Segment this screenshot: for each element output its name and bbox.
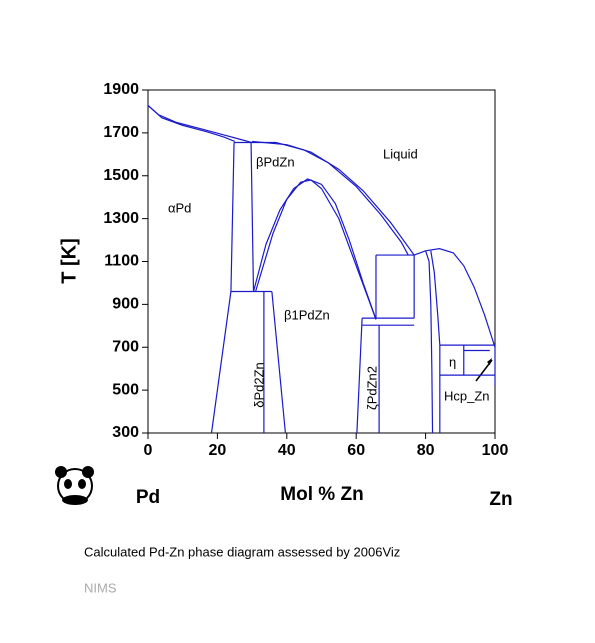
phase-boundary <box>230 142 235 292</box>
y-tick-label: 1300 <box>103 210 139 227</box>
arrow-head <box>487 358 492 365</box>
x-axis-label: Mol % Zn <box>280 484 363 505</box>
panda-icon <box>55 466 94 505</box>
y-tick-label: 1100 <box>104 253 139 270</box>
phase-boundary <box>425 250 434 434</box>
y-axis-label: T [K] <box>58 238 80 284</box>
caption: Calculated Pd-Zn phase diagram assessed … <box>84 544 400 559</box>
y-tick-label: 1700 <box>103 124 139 141</box>
right-element: Zn <box>489 489 512 510</box>
phase-boundary <box>276 141 409 256</box>
region-label: Hcp_Zn <box>444 388 490 403</box>
phase-boundary <box>356 318 363 434</box>
region-label: βPdZn <box>256 154 295 169</box>
phase-boundary <box>147 104 235 143</box>
region-label: αPd <box>168 200 191 215</box>
x-tick-label: 40 <box>278 442 296 459</box>
plot-frame <box>147 89 496 434</box>
x-tick-label: 100 <box>482 442 509 459</box>
y-tick-label: 500 <box>112 381 139 398</box>
phase-boundary <box>252 140 415 256</box>
x-tick-label: 80 <box>417 442 435 459</box>
source: NIMS <box>84 580 117 595</box>
phase-boundary <box>147 104 253 144</box>
phase-boundary <box>271 291 287 434</box>
x-tick-label: 0 <box>144 442 153 459</box>
phase-boundary <box>250 142 255 292</box>
y-tick-label: 700 <box>112 338 139 355</box>
region-label: Liquid <box>383 146 418 161</box>
phase-boundary <box>252 178 377 320</box>
region-label: ζPdZn2 <box>364 366 379 410</box>
phase-boundary <box>430 250 441 433</box>
phase-boundary <box>210 291 232 434</box>
y-tick-label: 900 <box>112 296 139 313</box>
phase-boundary <box>413 248 496 348</box>
y-tick-label: 300 <box>112 424 139 441</box>
phase-boundary <box>254 179 377 320</box>
region-label: η <box>449 354 456 369</box>
x-tick-label: 60 <box>347 442 365 459</box>
y-tick-label: 1900 <box>103 81 139 98</box>
y-tick-label: 1500 <box>103 167 139 184</box>
region-label: δPd2Zn <box>251 362 266 408</box>
left-element: Pd <box>136 487 160 508</box>
region-label: β1PdZn <box>284 307 330 322</box>
x-tick-label: 20 <box>209 442 227 459</box>
